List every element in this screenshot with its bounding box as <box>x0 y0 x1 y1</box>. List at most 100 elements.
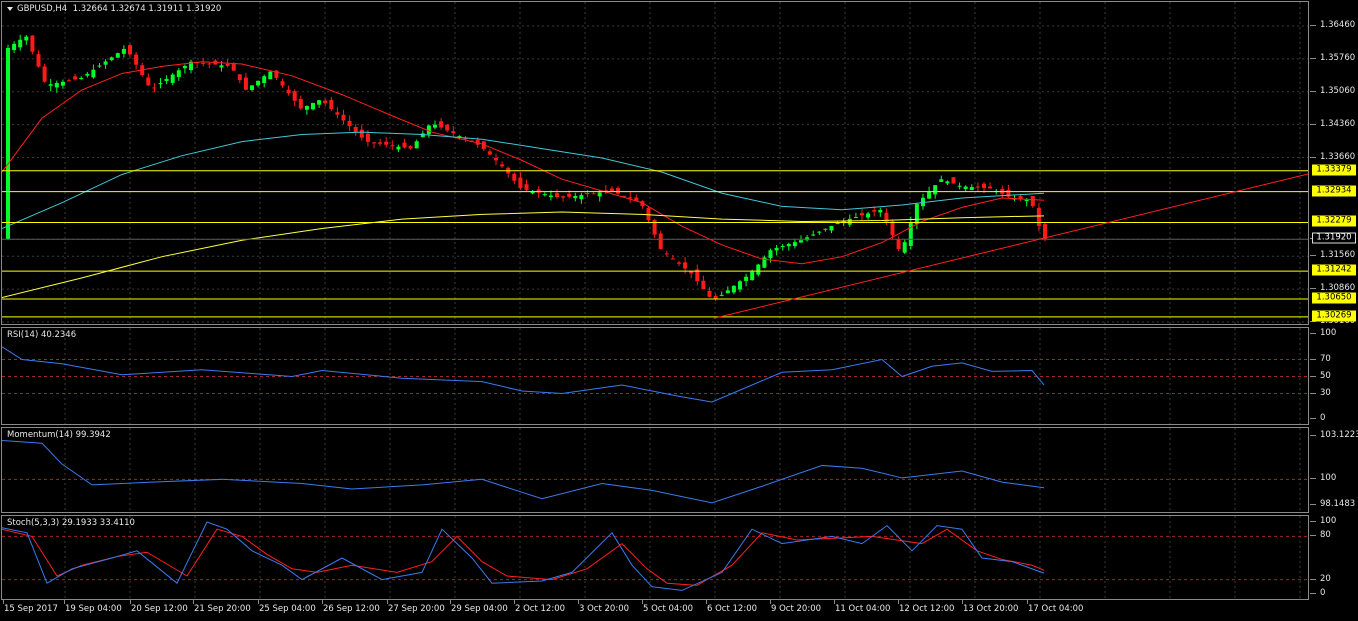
candle-bull <box>750 271 755 281</box>
candle-bull <box>811 234 816 236</box>
time-axis-label: 2 Oct 12:00 <box>515 604 566 614</box>
time-axis-tick <box>706 600 707 604</box>
stochastic-main-line <box>2 521 1045 591</box>
time-axis-label: 20 Sep 12:00 <box>131 604 188 614</box>
candle-bear <box>1018 195 1023 200</box>
indicator-axis-tick <box>1310 535 1316 537</box>
level-price-tag: 1.33379 <box>1312 164 1356 176</box>
rsi-canvas[interactable] <box>2 328 1309 425</box>
time-axis-label: 3 Oct 20:00 <box>579 604 630 614</box>
candle-bear <box>683 262 688 269</box>
price-axis-label: 1.34360 <box>1320 118 1356 129</box>
stochastic-label: Stoch(5,3,3) 29.1933 33.4110 <box>7 518 135 528</box>
price-chart-canvas[interactable] <box>2 2 1309 325</box>
time-axis-label: 12 Oct 12:00 <box>899 604 955 614</box>
candle-bull <box>457 136 462 138</box>
candle-bear <box>860 213 864 216</box>
stochastic-panel[interactable]: Stoch(5,3,3) 29.1933 33.4110 <box>1 515 1309 600</box>
candle-bear <box>73 76 78 80</box>
candle-bear <box>518 177 523 188</box>
indicator-axis-tick <box>1310 578 1316 580</box>
candle-bull <box>103 61 108 65</box>
candle-bull <box>945 181 950 184</box>
grid <box>2 2 1308 324</box>
candle-bear <box>609 188 614 192</box>
candle-bear <box>42 66 47 82</box>
level-price-tag: 1.31242 <box>1312 264 1356 276</box>
price-chart-panel[interactable]: GBPUSD,H4 1.32664 1.32674 1.31911 1.3192… <box>1 1 1309 325</box>
candle-bear <box>353 126 358 132</box>
candle-bull <box>548 195 553 198</box>
candle-bear <box>896 239 901 249</box>
candle-bull <box>853 217 858 219</box>
candle-bear <box>134 54 139 65</box>
candle-bull <box>262 76 267 84</box>
indicator-axis-tick <box>1310 418 1316 419</box>
candle-bull <box>256 80 261 86</box>
price-axis-tick <box>1310 321 1316 322</box>
candle-bull <box>817 231 822 233</box>
stochastic-canvas[interactable] <box>2 516 1309 600</box>
price-axis-label: 1.35060 <box>1320 85 1356 96</box>
price-axis-tick <box>1310 156 1316 158</box>
candle-bull <box>18 39 23 48</box>
candle-bull <box>957 185 962 187</box>
price-axis[interactable]: 1.36460 1.35760 1.35060 1.34360 1.33660 1.319… <box>1310 1 1358 326</box>
candle-bull <box>835 223 840 225</box>
candles <box>6 34 1047 302</box>
indicator-axis-label: 100 <box>1320 473 1337 484</box>
candle-bear <box>664 253 669 255</box>
candle-bull <box>426 125 431 135</box>
time-axis-tick <box>130 600 131 604</box>
price-axis-tick <box>1310 123 1316 125</box>
candle-bear <box>640 201 645 206</box>
grid <box>64 428 1301 512</box>
candle-bull <box>250 85 254 90</box>
momentum-canvas[interactable] <box>2 428 1309 513</box>
symbol-label: GBPUSD,H4 <box>17 4 68 14</box>
time-axis-tick <box>642 600 643 604</box>
candle-bear <box>341 114 346 121</box>
candle-bear <box>890 221 895 236</box>
signal-line <box>2 528 1045 586</box>
candle-bull <box>54 83 59 88</box>
candle-bull <box>933 185 938 195</box>
time-axis-tick <box>514 600 515 604</box>
candle-bull <box>878 209 883 213</box>
indicator-axis-label: 100 <box>1320 516 1337 526</box>
candle-bull <box>109 57 114 61</box>
time-axis-label: 6 Oct 12:00 <box>707 604 758 614</box>
indicator-axis-label: 80 <box>1320 530 1331 541</box>
time-axis-tick <box>387 600 388 604</box>
momentum-label: Momentum(14) 99.3942 <box>7 430 111 440</box>
candle-bear <box>646 207 651 221</box>
candle-bear <box>591 193 596 195</box>
candle-bear <box>561 196 566 198</box>
candle-bull <box>805 237 810 241</box>
time-axis-label: 5 Oct 04:00 <box>643 604 694 614</box>
candle-bull <box>719 294 724 296</box>
rsi-axis: 100 70 50 30 0 <box>1310 327 1358 425</box>
candle-bull <box>963 186 968 189</box>
candle-bear <box>670 258 675 260</box>
candle-bull <box>823 228 828 230</box>
indicator-axis-label: 100 <box>1320 328 1337 338</box>
candle-bull <box>60 81 65 86</box>
rsi-panel[interactable]: RSI(14) 40.2346 <box>1 327 1309 425</box>
price-axis-label: 1.33660 <box>1320 151 1356 162</box>
indicator-axis-tick <box>1310 435 1316 436</box>
candle-bull <box>433 124 437 128</box>
momentum-panel[interactable]: Momentum(14) 99.3942 <box>1 427 1309 513</box>
candle-bear <box>512 173 517 181</box>
candle-bear <box>500 164 505 167</box>
time-axis-tick <box>322 600 323 604</box>
time-axis-label: 9 Oct 20:00 <box>771 604 822 614</box>
candle-bear <box>1043 224 1047 240</box>
chevron-down-icon[interactable] <box>7 6 13 11</box>
candle-bull <box>164 78 169 82</box>
candle-bear <box>243 77 248 90</box>
level-price-tag: 1.32279 <box>1312 215 1356 227</box>
candle-bear <box>445 124 450 131</box>
time-axis-tick <box>834 600 835 604</box>
